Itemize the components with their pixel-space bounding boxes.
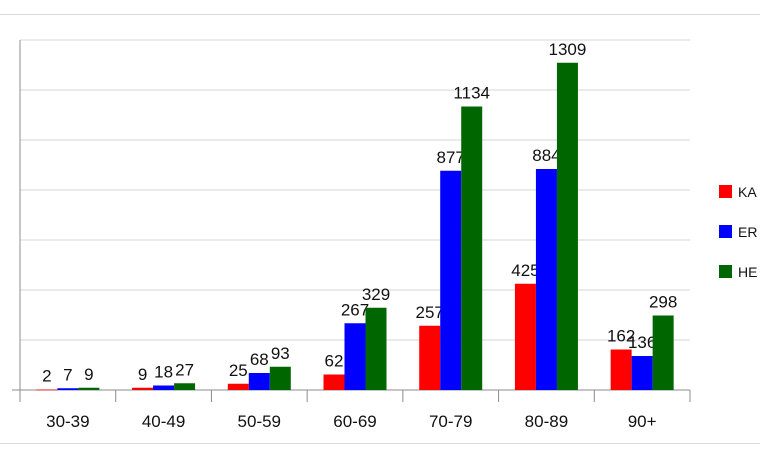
bar-er-70-79 — [440, 170, 462, 390]
x-tick-label: 50-59 — [238, 412, 281, 431]
data-label-he-90+: 298 — [649, 293, 677, 312]
x-tick-label: 90+ — [628, 412, 657, 431]
bar-he-30-39 — [78, 387, 100, 390]
legend-label-he: HE — [738, 264, 757, 280]
bar-er-60-69 — [344, 323, 366, 390]
bar-ka-60-69 — [323, 374, 345, 390]
bar-er-90+ — [631, 356, 653, 390]
data-label-he-30-39: 9 — [84, 365, 93, 384]
bar-he-50-59 — [269, 366, 291, 390]
bar-he-80-89 — [556, 62, 578, 390]
data-label-er-60-69: 267 — [341, 300, 369, 319]
bar-he-70-79 — [461, 106, 483, 390]
bar-ka-30-39 — [36, 389, 58, 391]
frame-top-border — [0, 14, 760, 15]
data-label-ka-60-69: 62 — [325, 352, 344, 371]
data-label-ka-70-79: 257 — [416, 303, 444, 322]
bar-er-30-39 — [57, 388, 79, 390]
x-tick-label: 70-79 — [429, 412, 472, 431]
bar-ka-50-59 — [227, 383, 249, 390]
data-label-er-40-49: 18 — [154, 363, 173, 382]
bar-er-40-49 — [153, 385, 175, 390]
data-label-er-30-39: 7 — [63, 365, 72, 384]
legend-swatch-ka — [719, 185, 732, 198]
data-label-ka-30-39: 2 — [42, 367, 51, 386]
frame-bottom-border — [0, 443, 760, 444]
data-label-he-70-79: 1134 — [453, 84, 490, 103]
bar-ka-70-79 — [419, 325, 441, 390]
bar-ka-90+ — [610, 349, 632, 390]
data-label-ka-90+: 162 — [607, 327, 635, 346]
legend-label-ka: KA — [738, 184, 757, 200]
x-tick-label: 60-69 — [333, 412, 376, 431]
x-tick-label: 30-39 — [46, 412, 89, 431]
bar-he-60-69 — [365, 307, 387, 390]
x-tick-label: 40-49 — [142, 412, 185, 431]
data-label-ka-40-49: 9 — [138, 365, 147, 384]
data-label-he-40-49: 27 — [175, 360, 194, 379]
bar-he-90+ — [652, 315, 674, 390]
x-tick-label: 80-89 — [525, 412, 568, 431]
legend-swatch-er — [719, 225, 732, 238]
data-label-ka-80-89: 425 — [511, 261, 539, 280]
data-label-he-50-59: 93 — [271, 344, 290, 363]
data-label-ka-50-59: 25 — [229, 361, 248, 380]
data-label-er-90+: 136 — [628, 333, 656, 352]
legend-label-er: ER — [738, 224, 757, 240]
data-label-he-60-69: 329 — [362, 285, 390, 304]
data-label-er-80-89: 884 — [532, 146, 560, 165]
bar-ka-40-49 — [132, 387, 154, 390]
data-label-er-50-59: 68 — [250, 350, 269, 369]
data-label-er-70-79: 877 — [437, 148, 465, 167]
bar-er-50-59 — [248, 373, 270, 390]
bar-ka-80-89 — [514, 283, 536, 390]
legend-swatch-he — [719, 265, 732, 278]
data-label-he-80-89: 1309 — [549, 40, 587, 59]
bar-he-40-49 — [174, 383, 196, 390]
bar-er-80-89 — [535, 169, 557, 390]
